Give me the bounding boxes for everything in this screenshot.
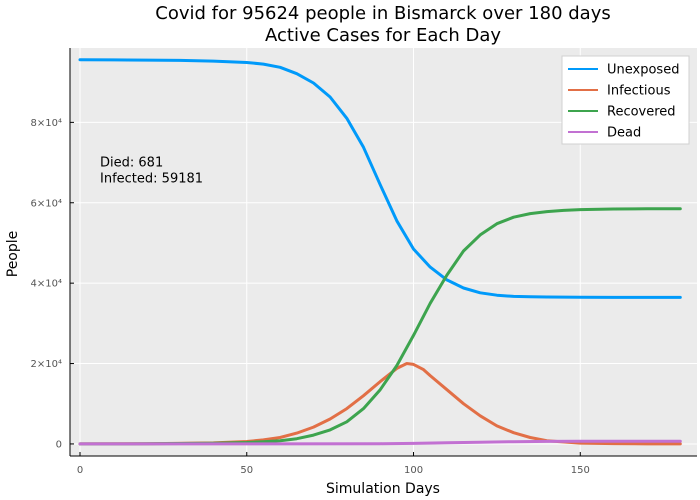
series-line-infectious	[78, 362, 682, 446]
legend-label: Recovered	[607, 105, 676, 120]
annotation-text: Infected: 59181	[100, 172, 203, 187]
y-axis-label: People	[5, 231, 21, 278]
y-tick-label: 0	[56, 439, 62, 450]
series-group	[78, 58, 682, 446]
legend-box	[561, 55, 690, 145]
legend-label: Dead	[607, 126, 641, 141]
axes: 0 50 100 150 0 2×10⁴ 4×10⁴ 6×10⁴ 8×10⁴	[31, 48, 697, 476]
chart-subtitle: Active Cases for Each Day	[265, 25, 501, 46]
x-tick-label: 100	[404, 465, 423, 476]
legend-label: Infectious	[607, 84, 671, 99]
y-tick-label: 4×10⁴	[31, 279, 62, 290]
y-tick-label: 2×10⁴	[31, 359, 62, 370]
series-line-recovered	[78, 207, 682, 446]
legend: Unexposed Infectious Recovered Dead	[561, 55, 690, 145]
x-tick-label: 50	[240, 465, 253, 476]
y-tick-label: 6×10⁴	[31, 198, 62, 209]
series-line-dead	[78, 439, 682, 446]
x-tick-label: 150	[571, 465, 590, 476]
chart-title: Covid for 95624 people in Bismarck over …	[155, 3, 610, 24]
x-axis-label: Simulation Days	[326, 481, 440, 497]
annotation-text: Died: 681	[100, 156, 163, 171]
y-tick-label: 8×10⁴	[31, 118, 62, 129]
x-tick-label: 0	[77, 465, 83, 476]
series-line-unexposed	[78, 58, 682, 299]
legend-label: Unexposed	[607, 63, 679, 78]
